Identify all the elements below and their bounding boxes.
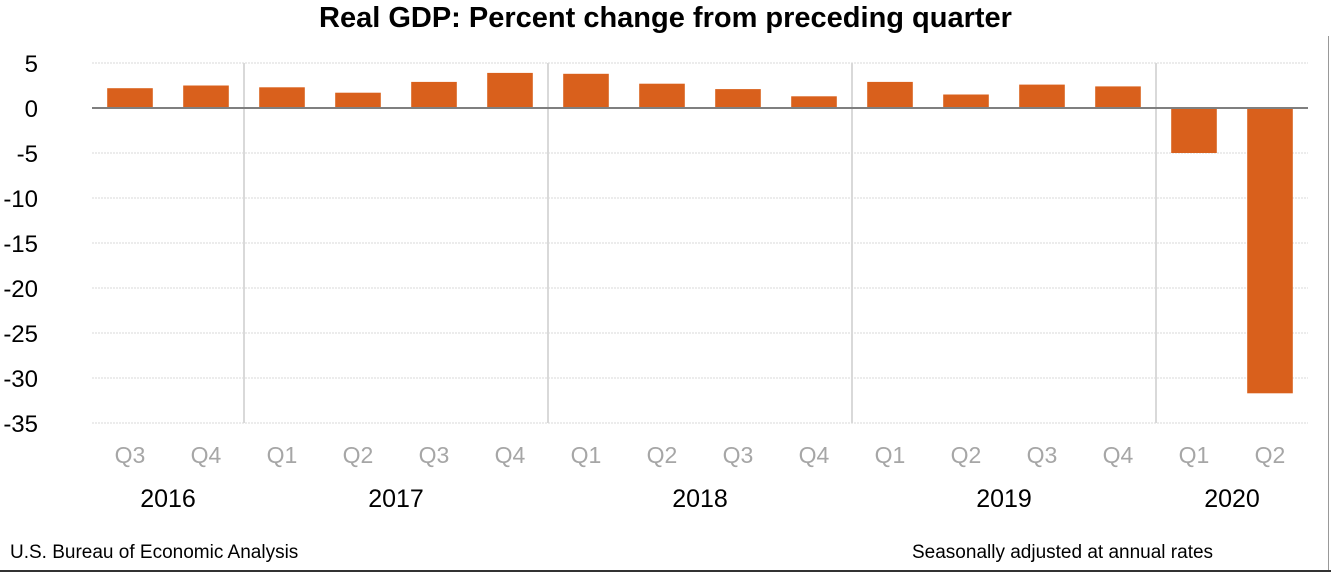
bar (1019, 84, 1065, 108)
x-tick-label: Q4 (1103, 442, 1134, 468)
year-label: 2016 (140, 485, 196, 513)
bar (1171, 108, 1217, 153)
bar (1247, 108, 1293, 394)
x-tick-label: Q3 (723, 442, 754, 468)
year-separators (243, 63, 1157, 423)
y-tick-label: 0 (25, 96, 38, 123)
y-tick-label: -30 (3, 366, 38, 393)
bar (411, 81, 457, 108)
x-tick-label: Q2 (647, 442, 678, 468)
year-label: 2019 (976, 485, 1032, 513)
bar-chart: 50-5-10-15-20-25-30-35 Q3 Q4 Q1 Q2 Q3 Q4 Q1 Q2 Q… (3, 51, 1308, 513)
bar (107, 88, 153, 108)
year-label: 2017 (368, 485, 424, 513)
x-tick-label: Q2 (1255, 442, 1286, 468)
bar (183, 85, 229, 108)
gridlines (92, 62, 1308, 424)
y-tick-label: -10 (3, 186, 38, 213)
x-tick-label: Q1 (267, 442, 298, 468)
bar (639, 83, 685, 108)
x-axis-quarter-labels: Q3 Q4 Q1 Q2 Q3 Q4 Q1 Q2 Q3 Q4 Q1 Q2 Q3 Q4 Q1 Q2 (115, 442, 1286, 468)
bar (487, 72, 533, 108)
bar (563, 73, 609, 108)
bar (791, 96, 837, 108)
bar (943, 94, 989, 108)
x-tick-label: Q1 (1179, 442, 1210, 468)
chart-title: Real GDP: Percent change from preceding … (319, 2, 1012, 34)
x-axis-year-labels: 2016 2017 2018 2019 2020 (140, 485, 1260, 513)
y-tick-label: -20 (3, 276, 38, 303)
bars (107, 72, 1293, 394)
source-note: U.S. Bureau of Economic Analysis (10, 542, 299, 563)
x-tick-label: Q1 (875, 442, 906, 468)
right-border (1328, 36, 1329, 570)
seasonal-adjustment-note: Seasonally adjusted at annual rates (912, 542, 1214, 563)
bar (715, 89, 761, 108)
x-tick-label: Q1 (571, 442, 602, 468)
bar (1095, 86, 1141, 108)
y-tick-label: -15 (3, 231, 38, 258)
x-tick-label: Q3 (1027, 442, 1058, 468)
x-tick-label: Q2 (951, 442, 982, 468)
y-tick-label: -5 (17, 141, 38, 168)
year-label: 2020 (1204, 485, 1260, 513)
x-tick-label: Q3 (115, 442, 146, 468)
bar (259, 87, 305, 108)
bar (335, 92, 381, 108)
y-tick-label: -35 (3, 411, 38, 438)
bar (867, 81, 913, 108)
x-tick-label: Q4 (799, 442, 830, 468)
x-tick-label: Q2 (343, 442, 374, 468)
bottom-border (0, 570, 1331, 572)
y-tick-label: -25 (3, 321, 38, 348)
x-tick-label: Q3 (419, 442, 450, 468)
y-axis-ticks: 5 0 -5 -10 -15 -20 -25 -30 -35 (3, 51, 38, 438)
x-tick-label: Q4 (495, 442, 526, 468)
y-tick-label: 5 (25, 51, 38, 78)
year-label: 2018 (672, 485, 728, 513)
x-tick-label: Q4 (191, 442, 222, 468)
